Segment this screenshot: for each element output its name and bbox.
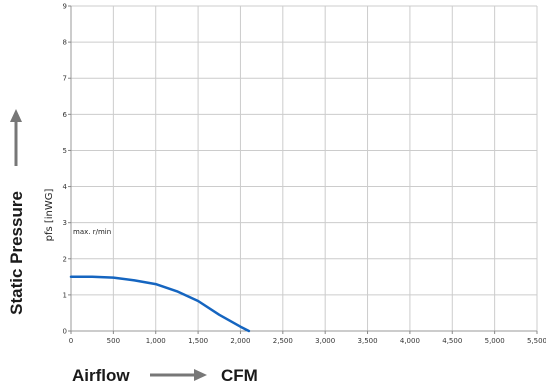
grid: [70, 5, 538, 332]
x-tick-label: 1,000: [146, 337, 166, 345]
y-tick-label: 5: [63, 147, 67, 155]
x-tick-label: 0: [69, 337, 73, 345]
y-tick-label: 1: [63, 291, 67, 299]
y-tick-label: 4: [63, 183, 68, 191]
static-pressure-label: Static Pressure: [7, 191, 26, 315]
max-rpm-annotation: max. r/min: [73, 228, 111, 236]
y-axis-label: pfs [inWG]: [44, 188, 55, 241]
x-tick-label: 4,500: [442, 337, 462, 345]
cfm-label: CFM: [221, 366, 258, 385]
y-tick-label: 0: [63, 328, 67, 336]
x-tick-label: 500: [107, 337, 120, 345]
series-line-max-rpm: [69, 275, 251, 333]
y-axis-ticks: 0 1 2 3 4 5 6 7 8 9: [63, 3, 71, 336]
x-tick-label: 3,000: [315, 337, 335, 345]
y-tick-label: 3: [63, 219, 67, 227]
y-tick-label: 8: [63, 39, 67, 47]
y-tick-label: 7: [63, 75, 67, 83]
x-tick-label: 5,500: [527, 337, 546, 345]
static-pressure-arrow: [10, 109, 22, 166]
x-tick-label: 5,000: [485, 337, 505, 345]
x-axis-ticks: 0 500 1,000 1,500 2,000 2,500 3,000 3,500 4,000 4…: [69, 331, 546, 345]
y-tick-label: 2: [63, 255, 67, 263]
x-tick-label: 4,000: [400, 337, 420, 345]
x-tick-label: 1,500: [188, 337, 208, 345]
x-tick-label: 2,000: [230, 337, 250, 345]
airflow-label: Airflow: [72, 366, 130, 385]
y-tick-label: 6: [63, 111, 68, 119]
y-tick-label: 9: [63, 3, 67, 11]
x-tick-label: 3,500: [358, 337, 378, 345]
airflow-arrow: [150, 369, 207, 381]
x-tick-label: 2,500: [273, 337, 293, 345]
